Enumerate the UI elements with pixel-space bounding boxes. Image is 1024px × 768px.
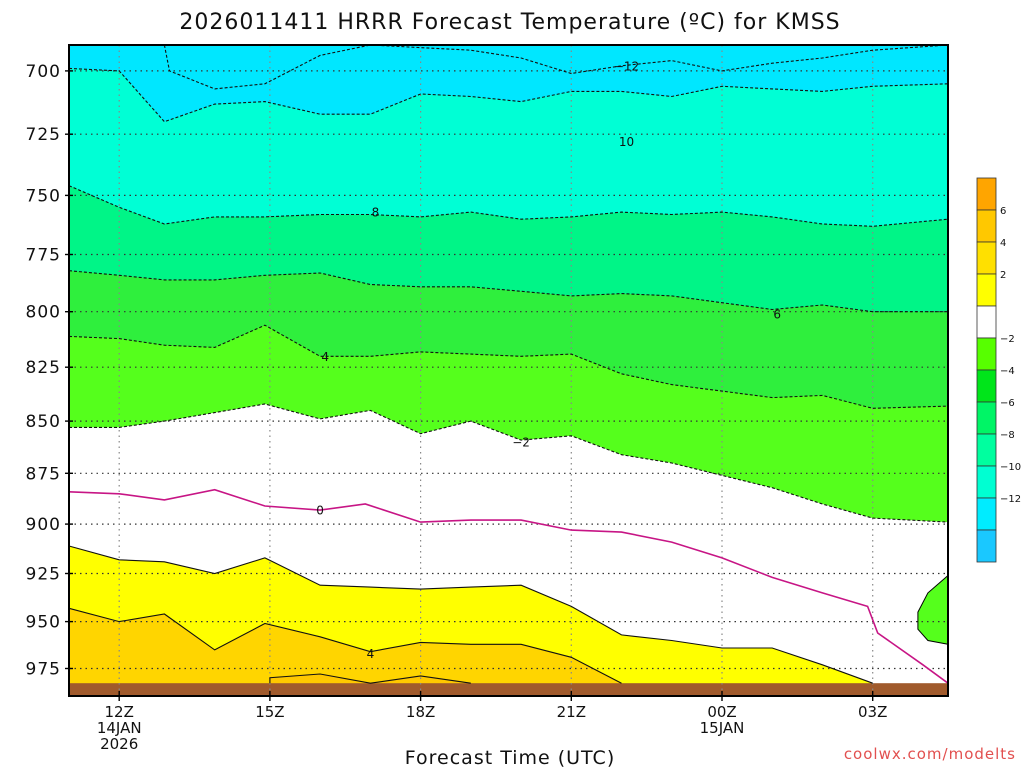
x-tick-label: 12Z	[105, 703, 134, 721]
contour-line	[269, 673, 471, 684]
contour-line	[68, 488, 949, 684]
y-tick-label: 725	[26, 125, 61, 145]
x-tick-label: 15JAN	[700, 719, 745, 737]
contour-labels: −12 10 8 6 4 −2 0 4	[316, 59, 781, 661]
x-axis-title: Forecast Time (UTC)	[405, 747, 615, 768]
colorbar: 6 4 2 −2 −4 −6 −8 −10 −12	[976, 177, 1021, 563]
contour-line	[68, 67, 949, 123]
colorbar-swatch	[976, 529, 997, 563]
contour-label: 4	[367, 647, 375, 661]
y-tick-label: 750	[26, 186, 61, 206]
x-tick-label: 21Z	[557, 703, 586, 721]
y-tick-label: 925	[26, 565, 61, 585]
contour-label: 8	[372, 206, 380, 220]
y-tick-label: 975	[26, 660, 61, 680]
contour-line	[68, 270, 948, 313]
colorbar-swatch	[976, 337, 997, 371]
ground-band	[70, 683, 947, 696]
contour-label: −2	[512, 436, 530, 450]
x-tick-label: 18Z	[406, 703, 435, 721]
colorbar-label: 4	[1000, 238, 1006, 249]
colorbar-swatch	[976, 465, 997, 499]
y-axis: 700 725 750 775 800 825 850 875 900 925 950 975	[26, 62, 73, 680]
contour-label: −12	[614, 59, 639, 73]
temperature-fills	[69, 45, 949, 696]
colorbar-swatch	[976, 401, 997, 435]
contour-label: 6	[773, 308, 781, 322]
colorbar-label: −6	[1000, 398, 1015, 409]
y-tick-label: 950	[26, 613, 61, 633]
colorbar-label: −8	[1000, 430, 1015, 441]
colorbar-label: 6	[1000, 206, 1006, 217]
colorbar-swatch	[976, 433, 997, 467]
contour-line	[68, 324, 949, 409]
colorbar-swatch	[976, 209, 997, 243]
watermark: coolwx.com/modelts	[844, 745, 1016, 763]
contour-line	[68, 545, 873, 684]
colorbar-label: −4	[1000, 366, 1015, 377]
x-tick-label: 15Z	[255, 703, 284, 721]
y-tick-label: 775	[26, 246, 61, 266]
colorbar-label: 2	[1000, 270, 1006, 281]
contour-lines	[68, 44, 949, 684]
colorbar-label: −12	[1000, 494, 1021, 505]
y-tick-label: 825	[26, 358, 61, 378]
contour-label: 0	[316, 504, 324, 518]
colorbar-swatch	[976, 305, 997, 339]
grid-lines	[69, 45, 948, 696]
y-tick-label: 850	[26, 412, 61, 432]
y-tick-label: 900	[26, 515, 61, 535]
colorbar-swatch	[976, 497, 997, 531]
x-tick-label: 14JAN	[97, 719, 142, 737]
y-tick-label: 700	[26, 62, 61, 82]
contour-line	[163, 44, 949, 90]
y-tick-label: 800	[26, 303, 61, 323]
y-tick-label: 875	[26, 464, 61, 484]
fill-plus4-plus6	[69, 608, 622, 696]
x-tick-label: 00Z	[707, 703, 736, 721]
colorbar-swatch	[976, 241, 997, 275]
contour-line	[68, 185, 949, 227]
x-tick-label: 2026	[100, 735, 138, 753]
contour-label: 4	[321, 350, 329, 364]
colorbar-swatch	[976, 273, 997, 307]
plot-frame	[68, 44, 949, 697]
chart-title: 2026011411 HRRR Forecast Temperature (ºC…	[179, 10, 840, 35]
colorbar-label: −10	[1000, 462, 1021, 473]
contour-line	[68, 607, 622, 684]
colorbar-label: −2	[1000, 334, 1015, 345]
colorbar-swatch	[976, 177, 997, 211]
contour-label: 10	[619, 135, 634, 149]
colorbar-swatch	[976, 369, 997, 403]
x-tick-label: 03Z	[858, 703, 887, 721]
